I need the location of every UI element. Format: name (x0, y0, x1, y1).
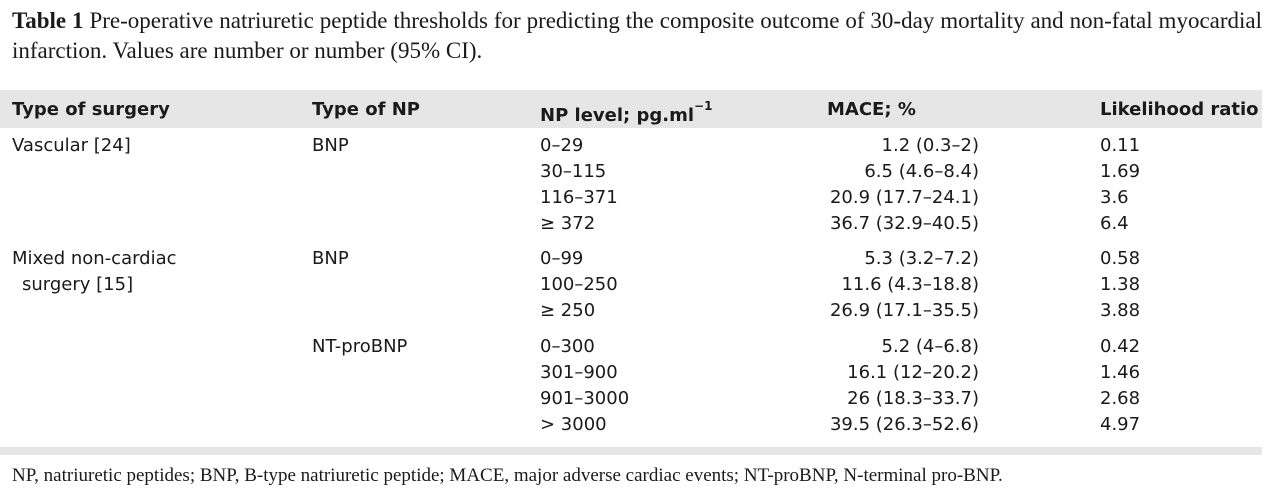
np-type: BNP (312, 248, 349, 269)
mace-cell: 5.3 (3.2–7.2) (864, 248, 979, 269)
np-type: NT-proBNP (312, 336, 408, 357)
likelihood-ratio-cell: 6.4 (1100, 213, 1129, 234)
np-level-cell: > 3000 (540, 414, 607, 435)
mace-cell: 16.1 (12–20.2) (847, 362, 979, 383)
likelihood-ratio-cell: 0.11 (1100, 135, 1141, 156)
table-caption: Table 1 Pre-operative natriuretic peptid… (12, 6, 1262, 66)
np-level-cell: ≥ 372 (540, 213, 596, 234)
np-level-cell: 0–29 (540, 135, 584, 156)
table-footnote: NP, natriuretic peptides; BNP, B-type na… (12, 465, 1003, 486)
mace-cell: 39.5 (26.3–52.6) (829, 414, 979, 435)
np-level-cell: 116–371 (540, 187, 618, 208)
surgery-type-continued: surgery [15] (22, 274, 134, 295)
header-type-of-surgery: Type of surgery (12, 99, 170, 120)
surgery-type: Mixed non-cardiac (12, 248, 177, 269)
mace-cell: 1.2 (0.3–2) (881, 135, 979, 156)
surgery-type: Vascular [24] (12, 135, 131, 156)
np-level-cell: 30–115 (540, 161, 607, 182)
np-level-cell: 100–250 (540, 274, 618, 295)
table-footer-band (0, 447, 1262, 455)
header-np-level-text: NP level; pg.ml (540, 105, 695, 126)
likelihood-ratio-cell: 1.38 (1100, 274, 1141, 295)
likelihood-ratio-cell: 3.6 (1100, 187, 1129, 208)
likelihood-ratio-cell: 0.42 (1100, 336, 1141, 357)
header-likelihood-ratio: Likelihood ratio (1100, 99, 1259, 120)
likelihood-ratio-cell: 1.46 (1100, 362, 1141, 383)
header-type-of-np: Type of NP (312, 99, 420, 120)
table-header-band (0, 90, 1262, 128)
mace-cell: 5.2 (4–6.8) (881, 336, 979, 357)
mace-cell: 26.9 (17.1–35.5) (829, 300, 979, 321)
mace-cell: 11.6 (4.3–18.8) (841, 274, 979, 295)
np-type: BNP (312, 135, 349, 156)
np-level-cell: 901–3000 (540, 388, 630, 409)
header-np-level-superscript: −1 (694, 99, 713, 113)
caption-text: Pre-operative natriuretic peptide thresh… (12, 8, 1263, 63)
np-level-cell: 301–900 (540, 362, 618, 383)
np-level-cell: ≥ 250 (540, 300, 596, 321)
likelihood-ratio-cell: 4.97 (1100, 414, 1141, 435)
likelihood-ratio-cell: 0.58 (1100, 248, 1141, 269)
likelihood-ratio-cell: 1.69 (1100, 161, 1141, 182)
mace-cell: 36.7 (32.9–40.5) (829, 213, 979, 234)
likelihood-ratio-cell: 3.88 (1100, 300, 1141, 321)
np-level-cell: 0–99 (540, 248, 584, 269)
table-label: Table 1 (12, 8, 84, 33)
np-level-cell: 0–300 (540, 336, 595, 357)
header-np-level: NP level; pg.ml−1 (540, 97, 712, 129)
header-mace: MACE; % (827, 99, 916, 120)
mace-cell: 26 (18.3–33.7) (847, 388, 979, 409)
mace-cell: 6.5 (4.6–8.4) (864, 161, 979, 182)
likelihood-ratio-cell: 2.68 (1100, 388, 1141, 409)
mace-cell: 20.9 (17.7–24.1) (829, 187, 979, 208)
